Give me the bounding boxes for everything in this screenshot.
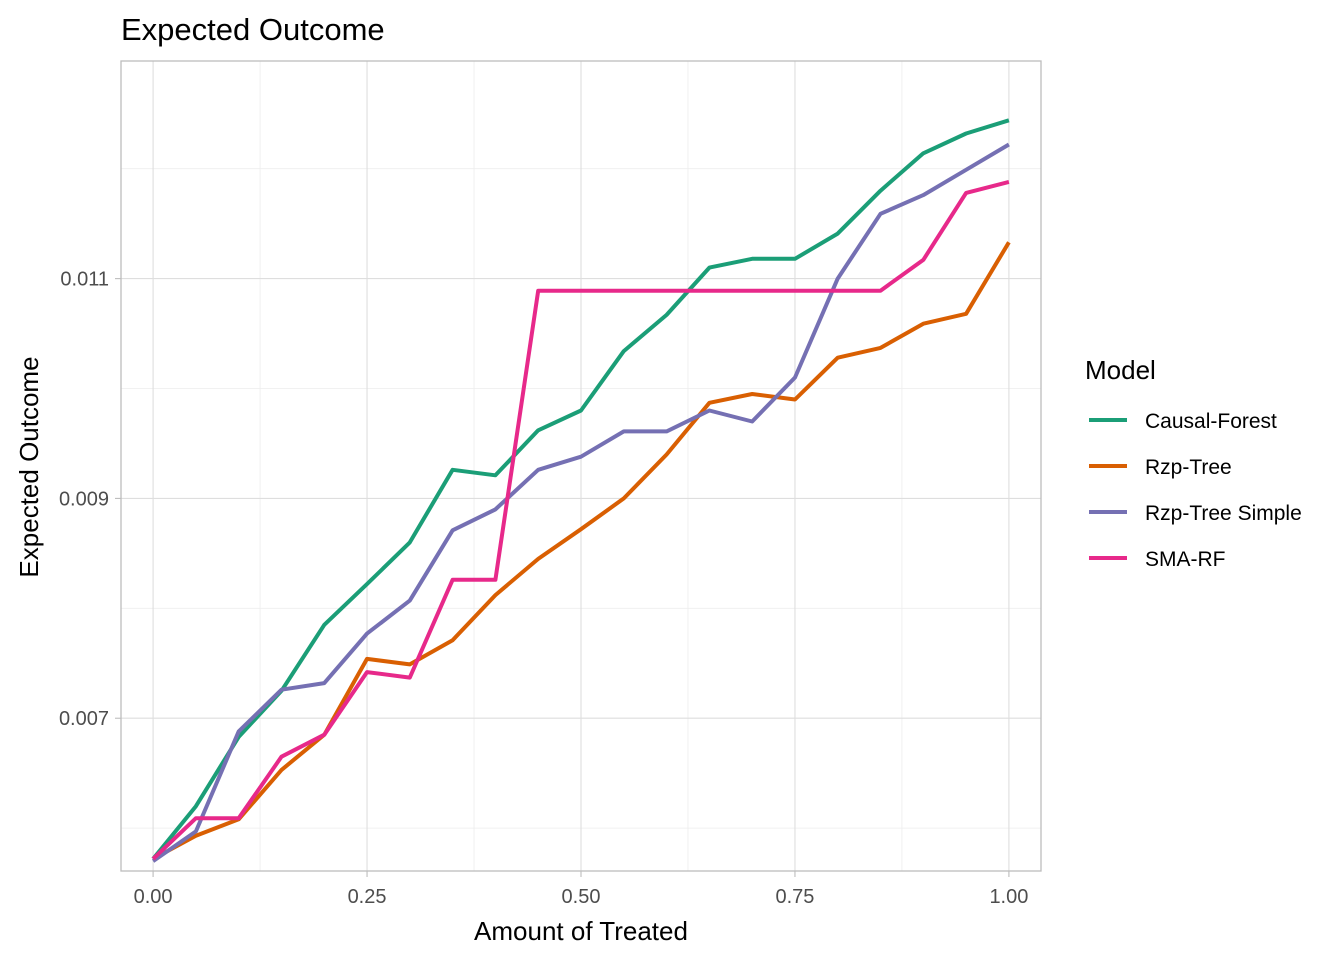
chart-title: Expected Outcome <box>121 12 385 47</box>
legend-items: Causal-Forest Rzp-Tree Rzp-Tree Simple SMA-… <box>1089 410 1302 571</box>
legend-label: Rzp-Tree Simple <box>1145 502 1302 525</box>
series-line-sma-rf <box>151 179 1010 861</box>
y-axis: 0.007 0.009 0.011 <box>59 269 121 730</box>
legend: Model Causal-Forest Rzp-Tree Rzp-Tree Simp… <box>1085 355 1302 571</box>
series-line-rzp-tree <box>152 241 1011 861</box>
legend-item: Causal-Forest <box>1089 410 1277 433</box>
grid <box>121 61 1041 871</box>
series-line-rzp-tree-simple <box>151 142 1010 863</box>
x-tick-label: 0.00 <box>134 886 173 908</box>
legend-item: Rzp-Tree <box>1089 456 1232 479</box>
legend-label: SMA-RF <box>1145 548 1226 571</box>
legend-label: Causal-Forest <box>1145 410 1277 433</box>
x-tick-label: 0.75 <box>775 886 814 908</box>
series-line-causal-forest <box>151 118 1010 861</box>
legend-item: SMA-RF <box>1089 548 1226 571</box>
y-tick-label: 0.007 <box>59 708 109 730</box>
x-axis-title: Amount of Treated <box>474 916 688 946</box>
x-tick-label: 0.25 <box>348 886 387 908</box>
series-layer <box>151 118 1011 863</box>
y-tick-label: 0.011 <box>60 269 109 291</box>
legend-title: Model <box>1085 355 1156 385</box>
y-tick-label: 0.009 <box>59 488 109 510</box>
x-tick-label: 1.00 <box>989 886 1028 908</box>
legend-label: Rzp-Tree <box>1145 456 1232 479</box>
x-axis: 0.00 0.25 0.50 0.75 1.00 <box>134 871 1028 908</box>
y-axis-title: Expected Outcome <box>14 356 44 577</box>
legend-item: Rzp-Tree Simple <box>1089 502 1302 525</box>
x-tick-label: 0.50 <box>562 886 601 908</box>
